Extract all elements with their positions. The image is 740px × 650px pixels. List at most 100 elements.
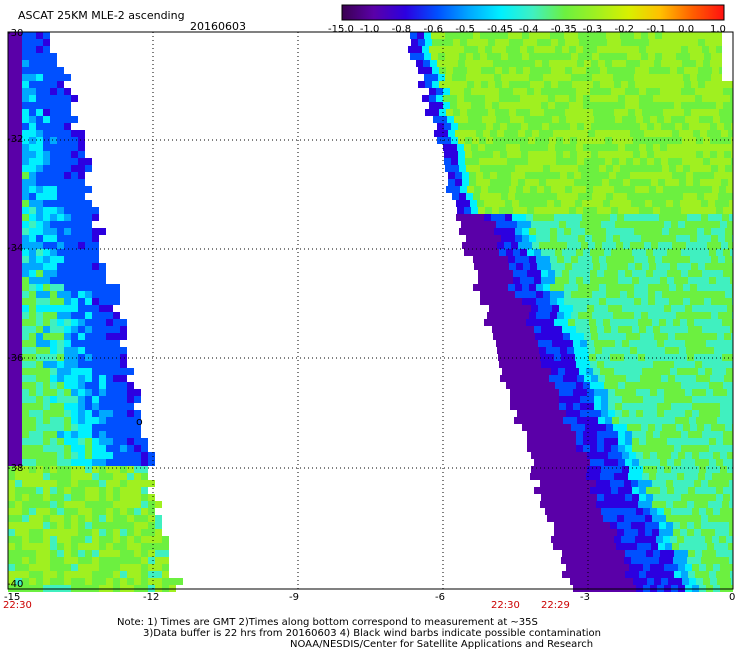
swath-cell — [569, 494, 576, 501]
swath-cell — [610, 557, 617, 564]
swath-cell — [674, 88, 681, 95]
swath-cell — [511, 130, 518, 137]
swath-cell — [524, 403, 531, 410]
swath-cell — [491, 319, 498, 326]
swath-cell — [603, 480, 610, 487]
swath-cell — [43, 340, 50, 347]
swath-cell — [485, 102, 492, 109]
swath-cell — [718, 193, 725, 200]
swath-cell — [36, 312, 43, 319]
swath-cell — [71, 403, 78, 410]
swath-cell — [43, 375, 50, 382]
swath-cell — [639, 95, 646, 102]
swath-cell — [641, 32, 648, 39]
swath-cell — [647, 333, 654, 340]
swath-cell — [667, 102, 674, 109]
swath-cell — [684, 263, 691, 270]
swath-cell — [57, 263, 64, 270]
swath-cell — [730, 207, 733, 214]
swath-cell — [704, 284, 711, 291]
swath-cell — [720, 116, 727, 123]
swath-cell — [71, 207, 78, 214]
swath-cell — [723, 382, 730, 389]
swath-cell — [729, 557, 733, 564]
swath-cell — [50, 368, 57, 375]
swath-cell — [29, 214, 36, 221]
swath-cell — [127, 389, 134, 396]
swath-cell — [587, 116, 594, 123]
swath-cell — [525, 172, 532, 179]
swath-cell — [148, 515, 155, 522]
swath-cell — [607, 81, 614, 88]
swath-cell — [568, 214, 575, 221]
swath-cell — [538, 340, 545, 347]
swath-cell — [15, 165, 22, 172]
swath-cell — [8, 487, 15, 494]
swath-cell — [555, 102, 562, 109]
swath-cell — [541, 431, 548, 438]
swath-cell — [555, 207, 562, 214]
swath-cell — [719, 473, 726, 480]
swath-cell — [50, 501, 57, 508]
swath-cell — [593, 39, 600, 46]
swath-cell — [570, 333, 577, 340]
swath-cell — [659, 522, 666, 529]
swath-cell — [580, 466, 587, 473]
swath-cell — [134, 571, 141, 578]
swath-cell — [50, 529, 57, 536]
swath-cell — [637, 543, 644, 550]
colorbar-label: -0.35 — [550, 24, 577, 35]
swath-cell — [99, 501, 106, 508]
swath-cell — [707, 543, 714, 550]
swath-cell — [555, 382, 562, 389]
swath-cell — [15, 53, 22, 60]
swath-cell — [548, 487, 555, 494]
swath-cell — [571, 165, 578, 172]
swath-cell — [622, 396, 629, 403]
swath-cell — [526, 200, 533, 207]
swath-cell — [608, 508, 615, 515]
swath-cell — [526, 214, 533, 221]
swath-cell — [546, 347, 553, 354]
swath-cell — [162, 543, 169, 550]
swath-cell — [589, 515, 596, 522]
swath-cell — [8, 319, 15, 326]
swath-cell — [723, 571, 730, 578]
swath-cell — [600, 263, 607, 270]
swath-cell — [64, 508, 71, 515]
swath-cell — [712, 109, 719, 116]
swath-cell — [562, 102, 569, 109]
swath-cell — [638, 529, 645, 536]
swath-cell — [57, 368, 64, 375]
swath-cell — [580, 221, 587, 228]
swath-cell — [646, 102, 653, 109]
swath-cell — [22, 270, 29, 277]
swath-cell — [71, 228, 78, 235]
swath-cell — [714, 130, 721, 137]
swath-cell — [43, 480, 50, 487]
swath-cell — [576, 361, 583, 368]
swath-cell — [720, 389, 727, 396]
swath-cell — [92, 431, 99, 438]
swath-cell — [57, 200, 64, 207]
swath-cell — [71, 221, 78, 228]
swath-cell — [176, 578, 183, 585]
swath-cell — [662, 235, 669, 242]
swath-cell — [701, 515, 708, 522]
swath-cell — [36, 473, 43, 480]
swath-cell — [658, 130, 665, 137]
swath-cell — [528, 60, 535, 67]
swath-cell — [538, 466, 545, 473]
swath-cell — [647, 137, 654, 144]
swath-cell — [410, 53, 417, 60]
swath-cell — [579, 186, 586, 193]
swath-cell — [106, 410, 113, 417]
swath-cell — [681, 494, 688, 501]
swath-cell — [509, 186, 516, 193]
swath-cell — [664, 403, 671, 410]
swath-cell — [71, 172, 78, 179]
swath-cell — [662, 312, 669, 319]
swath-cell — [613, 74, 620, 81]
swath-cell — [632, 382, 639, 389]
swath-cell — [78, 249, 85, 256]
